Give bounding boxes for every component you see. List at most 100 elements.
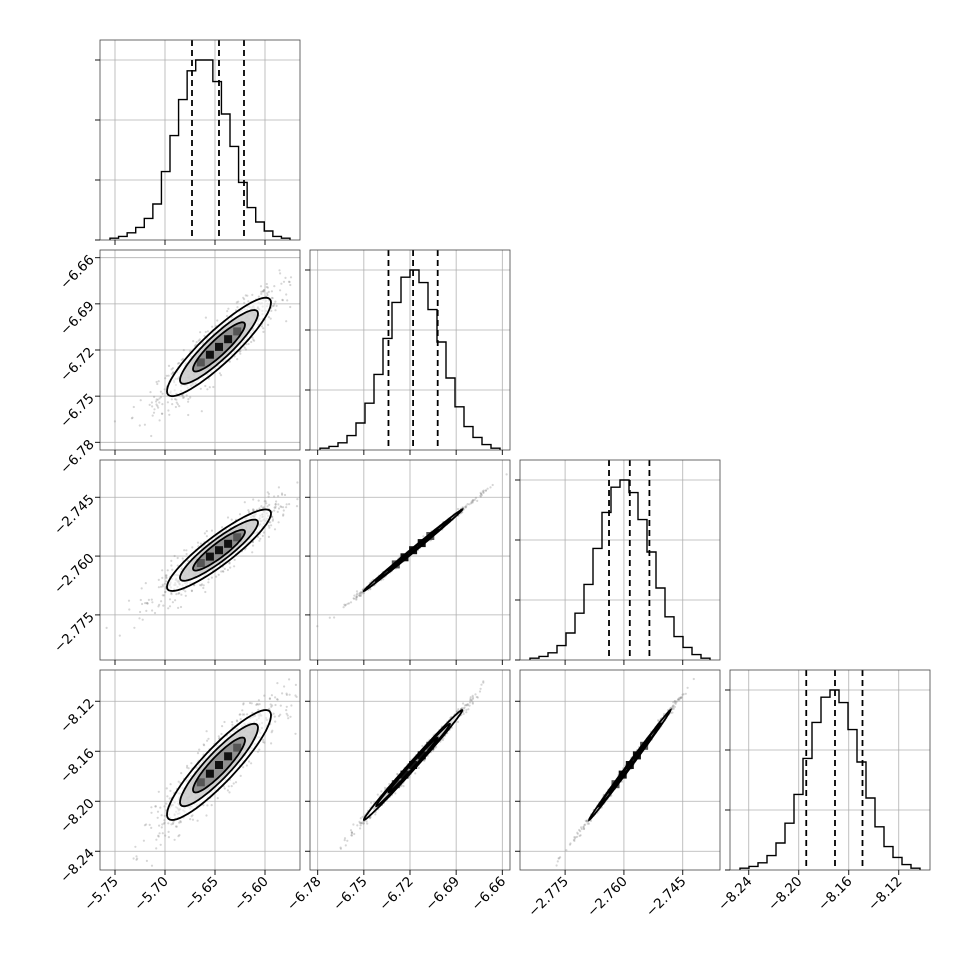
sample-point (153, 408, 156, 411)
sample-point (158, 832, 161, 835)
sample-point (343, 839, 346, 842)
sample-point (274, 503, 277, 506)
sample-point (286, 714, 289, 717)
sample-point (132, 857, 135, 860)
density-contour (179, 518, 259, 582)
sample-point (287, 280, 291, 283)
sample-point (180, 358, 183, 361)
sample-point (273, 302, 276, 305)
sample-point (256, 535, 260, 539)
sample-point (294, 694, 297, 697)
sample-point (251, 336, 254, 339)
sample-point (187, 400, 190, 403)
sample-point (141, 618, 144, 621)
sample-point (143, 824, 146, 827)
sample-point (145, 859, 148, 863)
sample-point (145, 609, 148, 613)
sample-point (281, 692, 284, 695)
sample-point (262, 330, 265, 333)
sample-point (219, 374, 223, 377)
sample-point (289, 715, 292, 718)
sample-point (271, 704, 274, 707)
sample-point (150, 598, 153, 601)
hist-frame (729, 669, 931, 871)
sample-point (471, 694, 474, 698)
sample-point (229, 566, 232, 569)
sample-point (181, 357, 185, 360)
sample-point (394, 792, 397, 795)
sample-point (233, 565, 236, 568)
sample-point (282, 506, 285, 509)
sample-point (286, 299, 289, 302)
sample-point (259, 537, 262, 540)
sample-point (289, 276, 293, 279)
sample-point (361, 815, 364, 818)
sample-point (196, 819, 199, 822)
sample-point (238, 513, 242, 516)
sample-point (159, 843, 162, 846)
sample-point (183, 549, 186, 552)
sample-point (456, 720, 460, 724)
density-contour (192, 528, 246, 572)
sample-point (478, 690, 482, 693)
sample-point (251, 551, 254, 554)
sample-point (157, 380, 160, 383)
sample-point (236, 306, 239, 309)
sample-point (370, 801, 373, 804)
sample-point (179, 605, 183, 609)
sample-point (352, 823, 355, 826)
sample-point (280, 492, 284, 495)
sample-point (150, 811, 153, 814)
density-core-cell (224, 752, 233, 761)
sample-point (267, 524, 270, 527)
sample-point (474, 693, 477, 696)
sample-point (349, 829, 353, 832)
sample-point (223, 567, 226, 571)
sample-point (170, 591, 173, 595)
sample-point (279, 289, 282, 292)
sample-point (339, 847, 342, 850)
sample-point (184, 590, 187, 593)
sample-point (257, 295, 260, 298)
sample-point (151, 609, 154, 612)
sample-point (274, 503, 277, 506)
sample-point (139, 598, 142, 602)
sample-point (168, 413, 171, 416)
sample-point (269, 521, 272, 524)
sample-point (168, 598, 172, 601)
sample-point (273, 285, 276, 288)
sample-point (250, 762, 253, 765)
sample-point (267, 316, 270, 319)
sample-point (167, 830, 170, 834)
histogram-step (739, 689, 921, 870)
sample-point (230, 518, 233, 521)
sample-point (270, 309, 273, 312)
sample-point (283, 685, 286, 688)
sample-point (170, 823, 173, 826)
sample-point (263, 500, 266, 503)
sample-point (347, 602, 351, 605)
sample-point (158, 419, 161, 422)
sample-point (359, 824, 362, 827)
sample-point (128, 608, 131, 611)
sample-point (273, 495, 276, 498)
sample-point (159, 585, 163, 588)
sample-point (148, 823, 151, 827)
sample-point (250, 702, 253, 705)
sample-point (144, 582, 147, 585)
sample-point (252, 508, 255, 511)
sample-point (163, 814, 166, 818)
sample-point (154, 805, 157, 808)
sample-point (156, 382, 159, 386)
sample-point (242, 702, 245, 705)
sample-point (165, 374, 168, 377)
sample-point (168, 797, 171, 800)
sample-point (256, 750, 260, 753)
sample-point (482, 680, 485, 683)
sample-point (176, 556, 179, 560)
sample-point (178, 405, 181, 408)
sample-point (355, 596, 358, 599)
sample-point (255, 702, 259, 706)
sample-point (176, 362, 180, 365)
sample-point (271, 515, 274, 519)
